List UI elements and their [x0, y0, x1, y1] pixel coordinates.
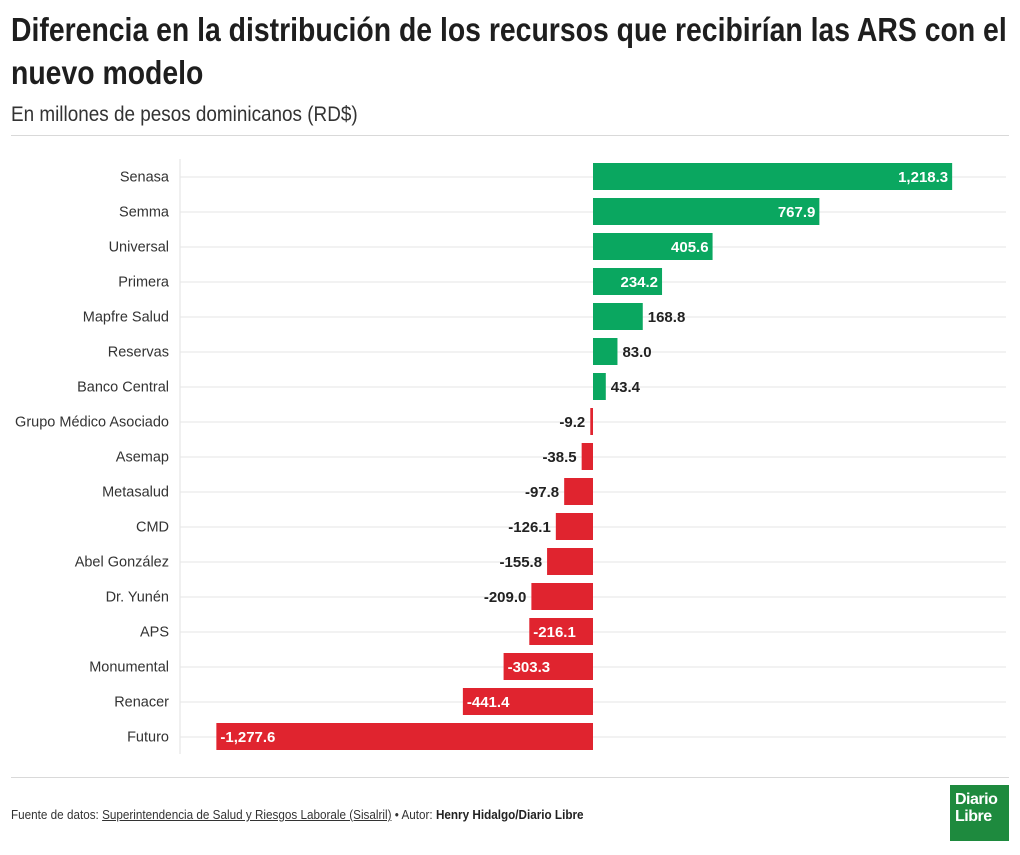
category-label: Banco Central [77, 380, 169, 396]
author-prefix: • Autor: [394, 807, 433, 822]
bar [531, 583, 593, 610]
value-label: 234.2 [620, 274, 658, 291]
chart-title: Diferencia en la distribución de los rec… [11, 11, 1007, 91]
category-label: Universal [109, 240, 169, 256]
category-label: Mapfre Salud [83, 310, 169, 326]
value-label: -209.0 [484, 589, 527, 606]
logo-line-2: Libre [955, 808, 992, 825]
bar [593, 198, 820, 225]
bar [593, 233, 713, 260]
category-label: Futuro [127, 730, 169, 746]
value-label: -1,277.6 [220, 729, 275, 746]
bar [547, 548, 593, 575]
bar [593, 303, 643, 330]
category-label: APS [140, 625, 169, 641]
bar [593, 338, 618, 365]
category-label: Senasa [120, 170, 170, 186]
bar [216, 723, 593, 750]
bar [462, 688, 593, 715]
category-label: CMD [136, 520, 169, 536]
bar [564, 478, 593, 505]
header-divider [11, 135, 1009, 136]
value-label: 83.0 [622, 344, 651, 361]
category-label: Renacer [114, 695, 169, 711]
value-label: 767.9 [778, 204, 816, 221]
chart-subtitle: En millones de pesos dominicanos (RD$) [11, 103, 358, 126]
category-label: Primera [118, 275, 170, 291]
author-name: Henry Hidalgo/Diario Libre [435, 807, 584, 822]
category-label: Reservas [108, 345, 169, 361]
source-prefix: Fuente de datos: [11, 807, 99, 822]
value-label: -441.4 [467, 694, 510, 711]
value-label: 43.4 [611, 379, 641, 396]
value-label: 1,218.3 [898, 169, 948, 186]
value-label: -126.1 [508, 519, 551, 536]
category-label: Abel González [75, 555, 169, 571]
diario-libre-logo: Diario Libre [950, 785, 1009, 841]
source-link[interactable]: Superintendencia de Salud y Riesgos Labo… [102, 807, 392, 822]
value-label: 405.6 [671, 239, 709, 256]
category-label: Grupo Médico Asociado [15, 415, 169, 431]
bar [581, 443, 593, 470]
category-label: Metasalud [102, 485, 169, 501]
bar [590, 408, 593, 435]
footer-credits: Fuente de datos: Superintendencia de Sal… [11, 807, 584, 822]
value-label: -97.8 [525, 484, 559, 501]
value-label: 168.8 [648, 309, 686, 326]
footer-divider [11, 777, 1009, 778]
value-label: -38.5 [542, 449, 576, 466]
value-label: -303.3 [508, 659, 551, 676]
value-label: -155.8 [500, 554, 543, 571]
bar-chart: Senasa 1,218.3 Semma 767.9 Universal 405.6 Pri… [15, 159, 1006, 754]
bar [529, 618, 593, 645]
category-label: Asemap [116, 450, 169, 466]
bar [555, 513, 593, 540]
value-label: -216.1 [533, 624, 576, 641]
category-label: Monumental [89, 660, 169, 676]
category-label: Semma [119, 205, 170, 221]
bar [503, 653, 593, 680]
logo-line-1: Diario [955, 791, 998, 808]
bar [593, 268, 663, 295]
value-label: -9.2 [559, 414, 585, 431]
bar [593, 373, 606, 400]
bar [593, 163, 953, 190]
category-label: Dr. Yunén [106, 590, 169, 606]
